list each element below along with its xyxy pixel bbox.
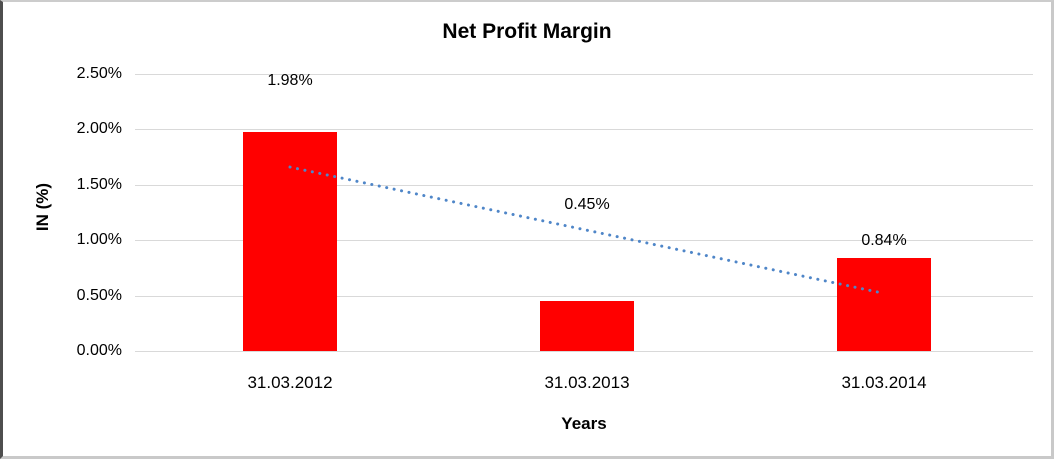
y-tick-label: 0.50% [76, 286, 122, 304]
y-tick-label: 1.50% [76, 175, 122, 193]
y-tick-label: 2.50% [76, 65, 122, 82]
gridline [135, 351, 1033, 352]
x-tick-label: 31.03.2013 [544, 373, 630, 392]
bar-31.03.2012 [243, 131, 337, 351]
data-label: 1.98% [267, 72, 313, 89]
bar-31.03.2013 [540, 301, 634, 351]
bar-31.03.2014 [837, 257, 931, 351]
y-tick-label: 1.00% [76, 231, 122, 249]
y-tick-label: 0.00% [76, 342, 122, 359]
chart-title: Net Profit Margin [442, 20, 612, 43]
y-tick-label: 2.00% [76, 120, 122, 138]
data-label: 0.84% [861, 232, 907, 249]
plot-area: 2.50% 2.00% 1.50% 1.00% 0.50% 0.00% 31.03.2012… [3, 2, 1051, 456]
gridline [135, 74, 1033, 75]
data-label: 0.45% [564, 196, 610, 213]
x-tick-label: 31.03.2014 [841, 373, 927, 392]
gridline [135, 129, 1033, 131]
x-axis-title: Years [561, 414, 607, 433]
x-tick-label: 31.03.2012 [247, 373, 333, 392]
gridline [135, 295, 1033, 297]
